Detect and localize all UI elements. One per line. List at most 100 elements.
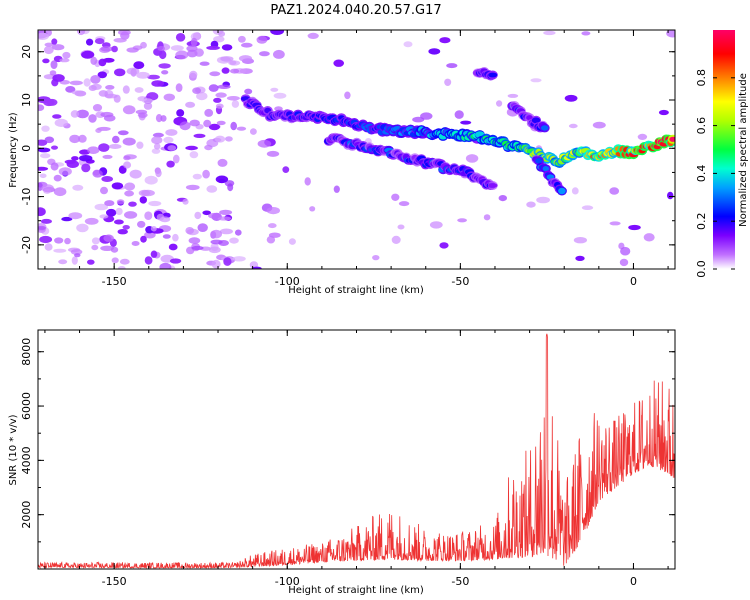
- heatmap-cell: [84, 217, 99, 225]
- heatmap-cell: [535, 158, 543, 164]
- heatmap-cell: [304, 177, 311, 186]
- heatmap-cell: [100, 46, 114, 52]
- heatmap-cell: [609, 187, 620, 195]
- heatmap-cell: [250, 128, 257, 135]
- heatmap-cell: [100, 186, 108, 195]
- spectrogram-y-tick-label: -20: [20, 236, 33, 254]
- heatmap-cell: [204, 144, 213, 151]
- heatmap-cell: [95, 128, 102, 134]
- heatmap-cell: [65, 86, 76, 93]
- heatmap-cell: [92, 104, 103, 112]
- heatmap-cell: [98, 143, 110, 152]
- spectrogram-x-tick-label: -50: [451, 275, 469, 288]
- heatmap-cell: [215, 103, 224, 109]
- heatmap-cell: [541, 125, 549, 131]
- heatmap-cell: [309, 206, 316, 212]
- heatmap-cell: [221, 67, 230, 74]
- heatmap-cell: [333, 185, 340, 193]
- heatmap-cell: [72, 184, 84, 191]
- colorbar-gradient: [713, 30, 735, 269]
- heatmap-cell: [122, 137, 136, 146]
- heatmap-cell: [103, 234, 114, 242]
- heatmap-cell: [71, 156, 79, 161]
- heatmap-cell: [116, 199, 125, 205]
- heatmap-cell: [628, 224, 641, 231]
- heatmap-cell: [465, 154, 479, 163]
- heatmap-cell: [391, 235, 401, 244]
- heatmap-cell: [39, 173, 47, 179]
- heatmap-cell: [230, 121, 237, 131]
- heatmap-cell: [136, 71, 150, 79]
- heatmap-cell: [564, 94, 578, 102]
- heatmap-cell: [231, 100, 240, 108]
- heatmap-cell: [592, 121, 606, 129]
- heatmap-cell: [558, 187, 566, 195]
- heatmap-cell: [182, 198, 189, 205]
- colorbar-tick-label: 0.2: [695, 212, 708, 230]
- heatmap-cell: [98, 90, 109, 97]
- heatmap-cell: [86, 38, 94, 46]
- spectrogram-x-tick-label: -150: [102, 275, 127, 288]
- heatmap-cell: [217, 216, 232, 221]
- heatmap-cell: [658, 109, 669, 116]
- heatmap-cell: [232, 256, 246, 262]
- heatmap-cell: [136, 141, 144, 149]
- heatmap-cell: [106, 208, 117, 217]
- heatmap-cell: [113, 38, 127, 43]
- heatmap-cell: [46, 98, 58, 106]
- colorbar-ticks: 0.0 0.2 0.4 0.6 0.8: [695, 69, 735, 278]
- snr-xlabel: Height of straight line (km): [288, 585, 424, 596]
- heatmap-cell: [266, 150, 280, 157]
- snr-y-tick-label: 8000: [20, 338, 33, 366]
- heatmap-cell: [153, 143, 161, 150]
- heatmap-cell: [185, 145, 198, 151]
- heatmap-cell: [203, 119, 212, 128]
- heatmap-cell: [344, 91, 351, 100]
- heatmap-cell: [412, 116, 425, 123]
- heatmap-cell: [52, 74, 65, 82]
- heatmap-cell: [204, 108, 214, 117]
- heatmap-cell: [211, 259, 221, 269]
- heatmap-cell: [193, 133, 206, 138]
- heatmap-cell: [117, 266, 126, 269]
- heatmap-cell: [189, 119, 200, 127]
- heatmap-cell: [137, 112, 148, 118]
- heatmap-cell: [498, 195, 507, 202]
- heatmap-cell: [420, 112, 433, 120]
- heatmap-cell: [167, 145, 177, 151]
- heatmap-cell: [176, 109, 185, 117]
- heatmap-cell: [581, 31, 591, 36]
- heatmap-cell: [266, 207, 280, 215]
- spectrogram-xlabel: Height of straight line (km): [288, 285, 424, 296]
- heatmap-cell: [90, 56, 98, 65]
- heatmap-cell: [241, 42, 253, 48]
- colorbar-tick-label: 0.6: [695, 117, 708, 135]
- heatmap-cell: [150, 250, 158, 258]
- heatmap-cell: [50, 60, 58, 69]
- heatmap-cell: [185, 227, 194, 235]
- heatmap-cell: [229, 237, 239, 244]
- heatmap-cell: [158, 63, 171, 69]
- snr-x-tick-label: -100: [275, 575, 300, 588]
- heatmap-cell: [69, 80, 83, 86]
- heatmap-cell: [227, 183, 234, 192]
- heatmap-cell: [208, 123, 220, 131]
- heatmap-cell: [259, 51, 270, 57]
- heatmap-cell: [191, 245, 204, 251]
- heatmap-cell: [669, 136, 675, 142]
- spectrogram-x-tick-label: -100: [275, 275, 300, 288]
- heatmap-cell: [92, 169, 103, 178]
- heatmap-cell: [58, 259, 68, 265]
- heatmap-cell: [102, 154, 113, 159]
- heatmap-cell: [81, 163, 91, 173]
- heatmap-cell: [163, 93, 175, 102]
- heatmap-cell: [155, 169, 162, 178]
- heatmap-cell: [76, 109, 89, 119]
- heatmap-cell: [111, 182, 124, 190]
- heatmap-cell: [208, 212, 221, 219]
- heatmap-cell: [53, 174, 62, 182]
- heatmap-cell: [122, 85, 130, 94]
- heatmap-cell: [143, 102, 153, 110]
- heatmap-cell: [192, 173, 202, 180]
- heatmap-cell: [223, 257, 232, 266]
